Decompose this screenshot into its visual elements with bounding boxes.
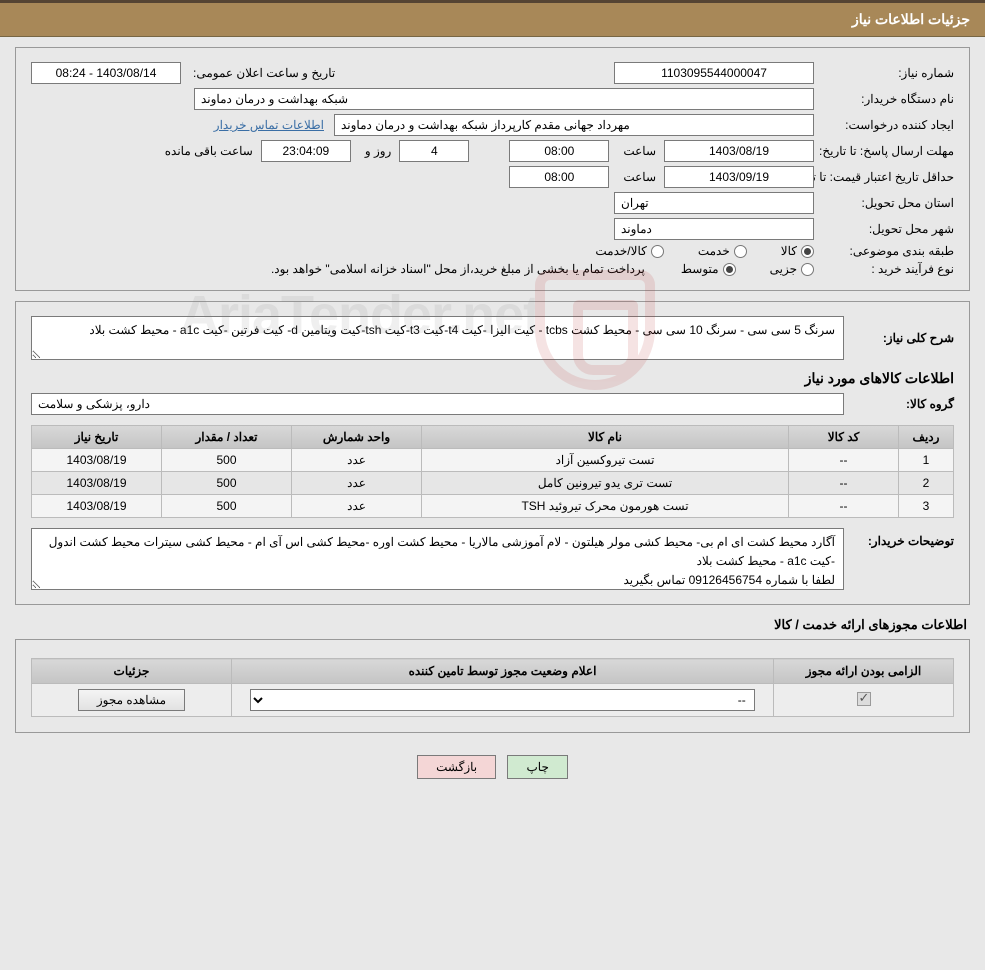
permissions-title: اطلاعات مجوزهای ارائه خدمت / کالا: [0, 617, 967, 633]
announce-label: تاریخ و ساعت اعلان عمومی:: [187, 66, 335, 80]
buyer-device-value: شبکه بهداشت و درمان دماوند: [194, 88, 814, 110]
cell-qty: 500: [162, 472, 292, 495]
page-title: جزئیات اطلاعات نیاز: [852, 11, 970, 27]
city-label: شهر محل تحویل:: [814, 222, 954, 236]
cell-r: 1: [899, 449, 954, 472]
days-label: روز و: [359, 144, 392, 158]
permissions-section: الزامی بودن ارائه مجوز اعلام وضعیت مجوز …: [15, 639, 970, 733]
deadline-time: 08:00: [509, 140, 609, 162]
days-remaining: 4: [399, 140, 469, 162]
cell-name: تست تری یدو تیرونین کامل: [422, 472, 789, 495]
deadline-label: مهلت ارسال پاسخ: تا تاریخ:: [814, 144, 954, 158]
cell-unit: عدد: [292, 495, 422, 518]
announce-value: 1403/08/14 - 08:24: [31, 62, 181, 84]
province-value: تهران: [614, 192, 814, 214]
payment-note: پرداخت تمام یا بخشی از مبلغ خرید،از محل …: [265, 262, 645, 276]
permission-row: -- مشاهده مجوز: [32, 684, 954, 717]
category-label: طبقه بندی موضوعی:: [814, 244, 954, 258]
creator-value: مهرداد جهانی مقدم کارپرداز شبکه بهداشت و…: [334, 114, 814, 136]
items-section: شرح کلی نیاز: سرنگ 5 سی سی - سرنگ 10 سی …: [15, 301, 970, 605]
col-date: تاریخ نیاز: [32, 426, 162, 449]
creator-label: ایجاد کننده درخواست:: [814, 118, 954, 132]
buyer-notes-textarea[interactable]: آگارد محیط کشت ای ام بی- محیط کشی مولر ه…: [31, 528, 844, 590]
cell-qty: 500: [162, 495, 292, 518]
process-radio-group: جزیی متوسط: [675, 262, 814, 276]
goods-group-label: گروه کالا:: [844, 397, 954, 411]
back-button[interactable]: بازگشت: [417, 755, 496, 779]
city-value: دماوند: [614, 218, 814, 240]
cell-r: 3: [899, 495, 954, 518]
col-row: ردیف: [899, 426, 954, 449]
permissions-table: الزامی بودن ارائه مجوز اعلام وضعیت مجوز …: [31, 658, 954, 717]
description-label: شرح کلی نیاز:: [844, 331, 954, 345]
radio-goods[interactable]: [801, 245, 814, 258]
items-title: اطلاعات کالاهای مورد نیاز: [31, 370, 954, 387]
price-valid-time: 08:00: [509, 166, 609, 188]
time-label-1: ساعت: [617, 144, 656, 158]
cell-code: --: [789, 495, 899, 518]
col-name: نام کالا: [422, 426, 789, 449]
col-code: کد کالا: [789, 426, 899, 449]
cell-name: تست تیروکسین آزاد: [422, 449, 789, 472]
process-label: نوع فرآیند خرید :: [814, 262, 954, 276]
cell-code: --: [789, 472, 899, 495]
cell-unit: عدد: [292, 472, 422, 495]
goods-group-value: دارو، پزشکی و سلامت: [31, 393, 844, 415]
buyer-device-label: نام دستگاه خریدار:: [814, 92, 954, 106]
cell-qty: 500: [162, 449, 292, 472]
page-title-bar: جزئیات اطلاعات نیاز: [0, 0, 985, 37]
col-unit: واحد شمارش: [292, 426, 422, 449]
category-radio-group: کالا خدمت کالا/خدمت: [589, 244, 814, 258]
view-permission-button[interactable]: مشاهده مجوز: [78, 689, 185, 711]
province-label: استان محل تحویل:: [814, 196, 954, 210]
print-button[interactable]: چاپ: [507, 755, 567, 779]
cell-name: تست هورمون محرک تیروئید TSH: [422, 495, 789, 518]
action-buttons: چاپ بازگشت: [0, 743, 985, 799]
remaining-label: ساعت باقی مانده: [159, 144, 253, 158]
cell-date: 1403/08/19: [32, 449, 162, 472]
table-row: 2--تست تری یدو تیرونین کاملعدد5001403/08…: [32, 472, 954, 495]
perm-col-status: اعلام وضعیت مجوز توسط تامین کننده: [232, 659, 774, 684]
cell-r: 2: [899, 472, 954, 495]
need-number-label: شماره نیاز:: [814, 66, 954, 80]
radio-minor[interactable]: [801, 263, 814, 276]
price-valid-label: حداقل تاریخ اعتبار قیمت: تا تاریخ:: [814, 170, 954, 184]
buyer-notes-label: توضیحات خریدار:: [844, 528, 954, 548]
deadline-date: 1403/08/19: [664, 140, 814, 162]
need-number-value: 1103095544000047: [614, 62, 814, 84]
cell-date: 1403/08/19: [32, 495, 162, 518]
items-table: ردیف کد کالا نام کالا واحد شمارش تعداد /…: [31, 425, 954, 518]
cell-date: 1403/08/19: [32, 472, 162, 495]
buyer-contact-link[interactable]: اطلاعات تماس خریدار: [214, 118, 324, 132]
cell-code: --: [789, 449, 899, 472]
col-qty: تعداد / مقدار: [162, 426, 292, 449]
radio-goods-service[interactable]: [651, 245, 664, 258]
description-textarea[interactable]: سرنگ 5 سی سی - سرنگ 10 سی سی - محیط کشت …: [31, 316, 844, 360]
perm-col-detail: جزئیات: [32, 659, 232, 684]
price-valid-date: 1403/09/19: [664, 166, 814, 188]
cell-unit: عدد: [292, 449, 422, 472]
table-row: 1--تست تیروکسین آزادعدد5001403/08/19: [32, 449, 954, 472]
radio-medium[interactable]: [723, 263, 736, 276]
perm-col-required: الزامی بودن ارائه مجوز: [774, 659, 954, 684]
need-info-section: شماره نیاز: 1103095544000047 تاریخ و ساع…: [15, 47, 970, 291]
required-checkbox[interactable]: [857, 692, 871, 706]
radio-service[interactable]: [734, 245, 747, 258]
status-select[interactable]: --: [250, 689, 754, 711]
table-row: 3--تست هورمون محرک تیروئید TSHعدد5001403…: [32, 495, 954, 518]
time-label-2: ساعت: [617, 170, 656, 184]
time-remaining: 23:04:09: [261, 140, 351, 162]
